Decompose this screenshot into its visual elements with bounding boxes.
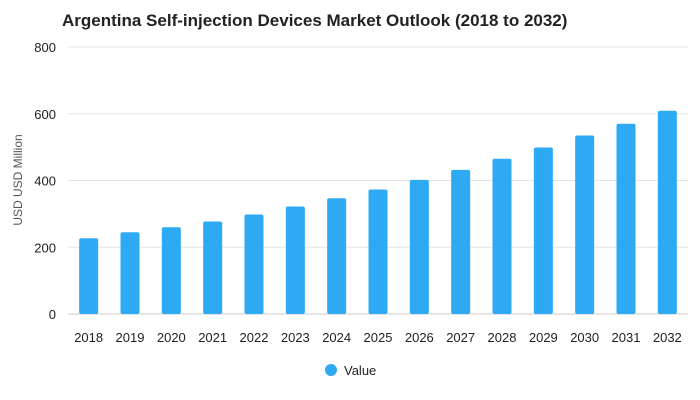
y-tick-label: 400 <box>34 174 56 189</box>
y-axis-title: USD USD Million <box>11 134 25 225</box>
bar-2022[interactable] <box>244 214 264 314</box>
bar-2032[interactable] <box>657 110 677 314</box>
x-tick-label: 2025 <box>364 330 393 345</box>
bar-2031[interactable] <box>616 123 636 314</box>
bar-2028[interactable] <box>492 158 512 314</box>
x-tick-label: 2028 <box>488 330 517 345</box>
bar-2029[interactable] <box>533 147 553 314</box>
x-tick-label: 2018 <box>74 330 103 345</box>
bars <box>79 110 677 314</box>
bar-2023[interactable] <box>285 206 305 314</box>
bar-2027[interactable] <box>451 169 471 314</box>
bar-2020[interactable] <box>161 227 181 314</box>
x-tick-label: 2032 <box>653 330 682 345</box>
bar-2026[interactable] <box>409 179 429 314</box>
bar-2018[interactable] <box>79 238 99 314</box>
legend[interactable]: Value <box>325 363 376 378</box>
bar-2019[interactable] <box>120 232 140 314</box>
x-tick-label: 2023 <box>281 330 310 345</box>
x-tick-label: 2022 <box>240 330 269 345</box>
x-tick-label: 2019 <box>116 330 145 345</box>
chart-title: Argentina Self-injection Devices Market … <box>62 11 567 30</box>
y-axis-ticks: 0 200 400 600 800 <box>34 40 56 322</box>
x-axis-ticks: 2018 2019 2020 2021 2022 2023 2024 2025 2026 2027… <box>74 330 682 345</box>
x-tick-label: 2020 <box>157 330 186 345</box>
x-tick-label: 2024 <box>322 330 351 345</box>
bar-2030[interactable] <box>575 135 595 314</box>
bar-2024[interactable] <box>327 198 347 314</box>
bar-2021[interactable] <box>203 221 223 314</box>
x-tick-label: 2031 <box>612 330 641 345</box>
x-tick-label: 2021 <box>198 330 227 345</box>
x-tick-label: 2029 <box>529 330 558 345</box>
y-tick-label: 800 <box>34 40 56 55</box>
legend-label-value: Value <box>344 363 376 378</box>
x-tick-label: 2030 <box>570 330 599 345</box>
y-tick-label: 200 <box>34 240 56 255</box>
y-tick-label: 600 <box>34 107 56 122</box>
y-tick-label: 0 <box>49 307 56 322</box>
bar-2025[interactable] <box>368 189 388 314</box>
x-tick-label: 2026 <box>405 330 434 345</box>
x-tick-label: 2027 <box>446 330 475 345</box>
legend-swatch-value <box>325 364 337 376</box>
